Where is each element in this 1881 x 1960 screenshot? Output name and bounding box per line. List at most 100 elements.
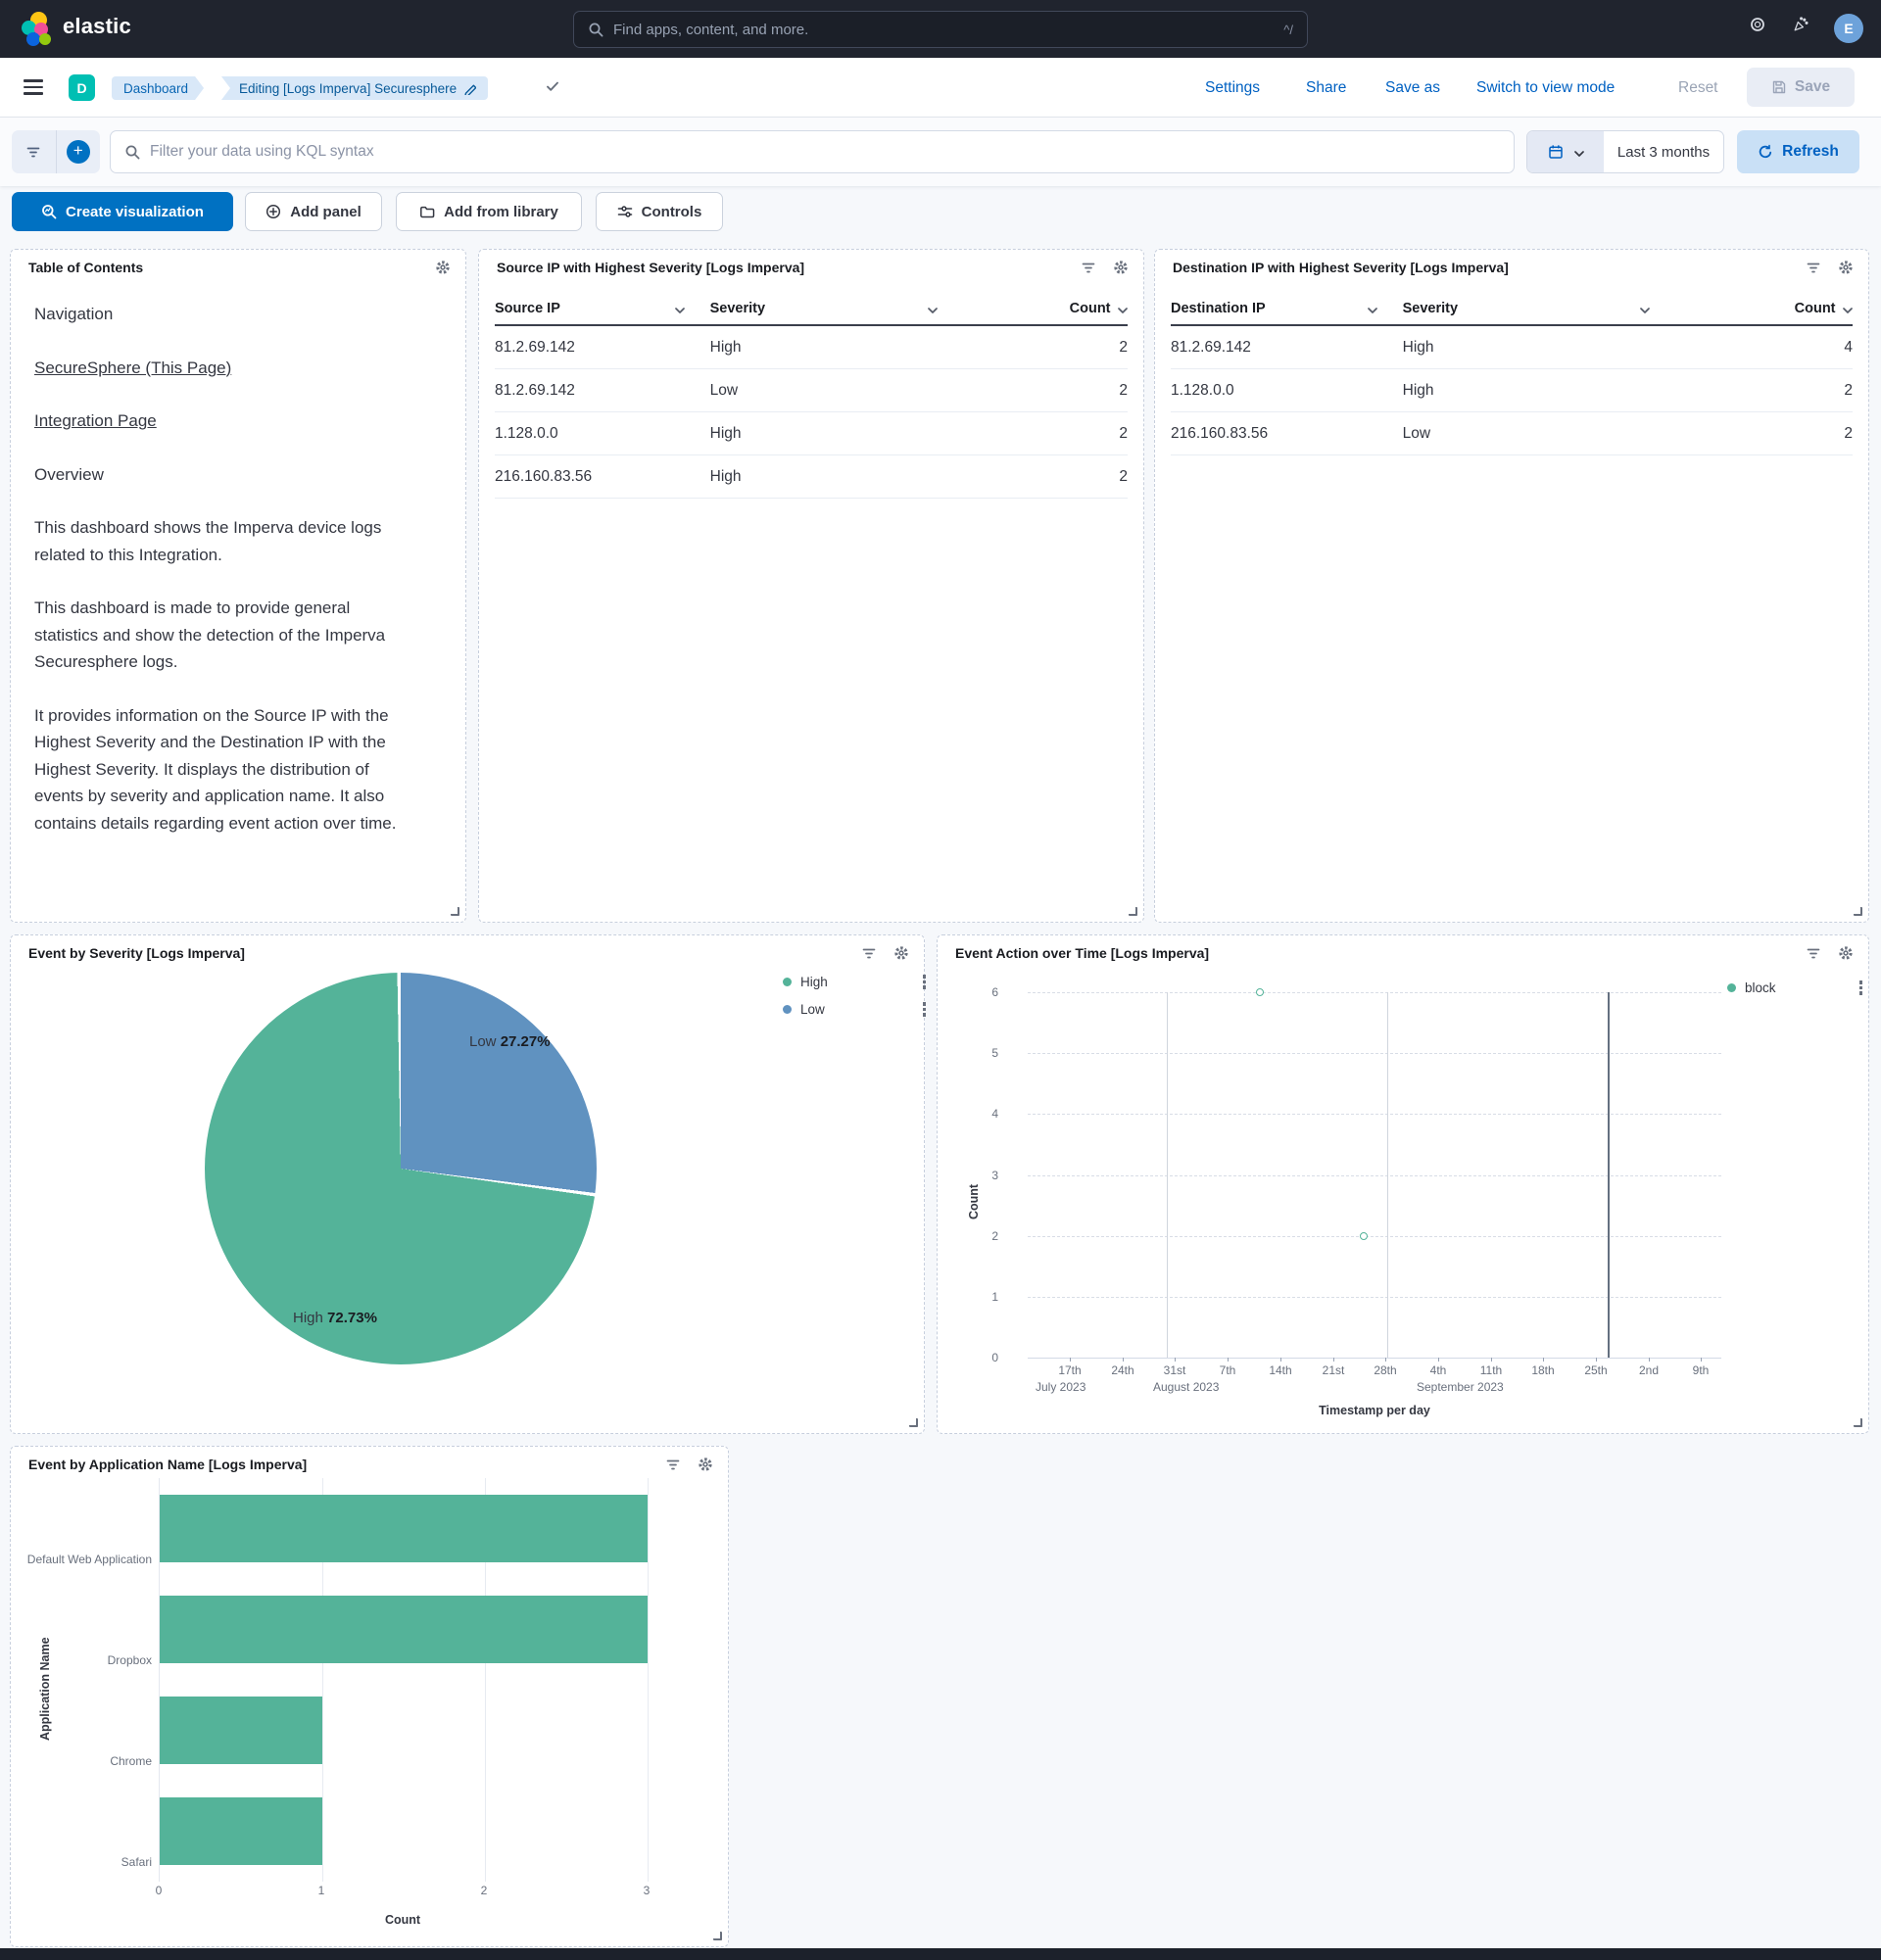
refresh-button[interactable]: Refresh	[1737, 130, 1859, 173]
breadcrumb-dashboard[interactable]: Dashboard	[112, 76, 204, 100]
save-as-link[interactable]: Save as	[1385, 79, 1441, 96]
newsfeed-icon[interactable]	[1793, 17, 1816, 40]
toc-panel: Table of Contents Navigation SecureSpher…	[10, 249, 466, 923]
time-range-value[interactable]: Last 3 months	[1616, 143, 1711, 161]
toc-paragraph: This dashboard shows the Imperva device …	[34, 518, 382, 564]
scatter-plot[interactable]: 17th 24th 31st 7th 14th 21st 28th 4th 11…	[1028, 988, 1721, 1417]
filter-menu-button[interactable]	[12, 130, 57, 173]
add-panel-button[interactable]: Add panel	[245, 192, 382, 231]
panel-resize-handle[interactable]	[451, 907, 459, 916]
legend-item-high[interactable]: High	[783, 975, 926, 989]
legend-item-low[interactable]: Low	[783, 1002, 926, 1017]
cell-count: 2	[1119, 467, 1128, 485]
bar-plot[interactable]	[159, 1478, 649, 1882]
elastic-logo[interactable]	[22, 12, 57, 47]
global-search-placeholder: Find apps, content, and more.	[613, 21, 809, 38]
column-header-count[interactable]: Count	[1794, 301, 1836, 316]
legend-actions-icon[interactable]	[1858, 980, 1862, 995]
chevron-down-icon[interactable]	[1840, 303, 1853, 315]
gear-icon[interactable]	[698, 1457, 714, 1473]
chevron-down-icon[interactable]	[1115, 303, 1128, 315]
panel-title: Event by Application Name [Logs Imperva]	[28, 1457, 308, 1472]
column-header-source-ip[interactable]: Source IP	[495, 301, 560, 316]
bar[interactable]	[160, 1797, 322, 1865]
switch-to-view-mode-link[interactable]: Switch to view mode	[1476, 79, 1616, 96]
controls-button[interactable]: Controls	[596, 192, 723, 231]
create-visualization-button[interactable]: Create visualization	[12, 192, 233, 231]
legend-actions-icon[interactable]	[922, 975, 926, 989]
panel-resize-handle[interactable]	[1129, 907, 1137, 916]
query-bar: + Filter your data using KQL syntax Last…	[0, 118, 1881, 186]
toc-paragraph: It provides information on the Source IP…	[34, 705, 397, 833]
x-tick: 25th	[1584, 1363, 1608, 1377]
panel-filter-icon[interactable]	[1806, 260, 1822, 276]
calendar-icon	[1548, 144, 1563, 159]
toc-link-integration[interactable]: Integration Page	[34, 411, 157, 431]
legend-label: block	[1745, 980, 1776, 995]
check-icon[interactable]	[545, 78, 562, 96]
space-badge[interactable]: D	[69, 74, 95, 101]
lens-icon	[42, 205, 57, 219]
gear-icon[interactable]	[1838, 945, 1855, 962]
panel-resize-handle[interactable]	[713, 1932, 722, 1940]
reset-link[interactable]: Reset	[1678, 79, 1718, 96]
pie-label-low: Low 27.27%	[469, 1033, 551, 1050]
scatter-point[interactable]	[1256, 988, 1265, 996]
save-button[interactable]: Save	[1747, 68, 1855, 107]
x-tick: 24th	[1111, 1363, 1134, 1377]
x-tick: 21st	[1322, 1363, 1345, 1377]
chevron-down-icon[interactable]	[1365, 303, 1377, 315]
column-header-severity[interactable]: Severity	[709, 301, 766, 316]
time-picker: Last 3 months	[1526, 130, 1724, 173]
plus-icon: +	[66, 140, 90, 164]
x-tick: 0	[155, 1884, 163, 1897]
user-avatar[interactable]: E	[1834, 14, 1863, 43]
kql-query-input[interactable]: Filter your data using KQL syntax	[110, 130, 1515, 173]
settings-link[interactable]: Settings	[1205, 79, 1261, 96]
cell-severity: High	[709, 424, 742, 442]
pencil-icon	[464, 84, 477, 95]
pie-circle[interactable]	[205, 973, 597, 1364]
bar[interactable]	[160, 1596, 648, 1663]
panel-filter-icon[interactable]	[1806, 945, 1822, 962]
add-filter-button[interactable]: +	[57, 130, 101, 173]
legend-actions-icon[interactable]	[922, 1002, 926, 1017]
cell-count: 2	[1119, 381, 1128, 399]
chevron-down-icon[interactable]	[1637, 303, 1650, 315]
chevron-down-icon[interactable]	[672, 303, 685, 315]
panel-resize-handle[interactable]	[909, 1418, 918, 1427]
column-header-count[interactable]: Count	[1069, 301, 1111, 316]
gear-icon[interactable]	[893, 945, 910, 962]
gear-icon[interactable]	[435, 260, 452, 276]
panel-resize-handle[interactable]	[1854, 1418, 1862, 1427]
column-header-severity[interactable]: Severity	[1402, 301, 1459, 316]
y-tick: 0	[991, 1351, 998, 1364]
panel-filter-icon[interactable]	[1081, 260, 1097, 276]
category-label: Safari	[121, 1855, 152, 1869]
column-header-destination-ip[interactable]: Destination IP	[1171, 301, 1266, 316]
y-axis-title: Count	[967, 1183, 981, 1219]
kql-placeholder: Filter your data using KQL syntax	[150, 143, 374, 160]
chevron-down-icon[interactable]	[925, 303, 938, 315]
breadcrumb-current[interactable]: Editing [Logs Imperva] Securesphere	[221, 76, 489, 100]
add-from-library-button[interactable]: Add from library	[396, 192, 582, 231]
global-search-input[interactable]: Find apps, content, and more. ^/	[573, 11, 1308, 48]
scatter-point[interactable]	[1360, 1231, 1369, 1240]
bar[interactable]	[160, 1495, 648, 1562]
legend-item-block[interactable]: block	[1727, 980, 1862, 995]
legend-dot	[1727, 983, 1736, 992]
gear-icon[interactable]	[1838, 260, 1855, 276]
share-link[interactable]: Share	[1306, 79, 1347, 96]
chevron-down-icon	[1573, 150, 1584, 157]
menu-icon[interactable]	[24, 79, 43, 95]
panel-filter-icon[interactable]	[665, 1457, 682, 1473]
gear-icon[interactable]	[1113, 260, 1130, 276]
time-picker-calendar-button[interactable]	[1527, 131, 1604, 172]
bar[interactable]	[160, 1697, 322, 1764]
panel-resize-handle[interactable]	[1854, 907, 1862, 916]
toc-link-securesphere[interactable]: SecureSphere (This Page)	[34, 358, 232, 377]
panel-filter-icon[interactable]	[861, 945, 878, 962]
y-tick: 1	[991, 1290, 998, 1304]
help-icon[interactable]	[1750, 17, 1773, 40]
cell-count: 2	[1844, 381, 1853, 399]
